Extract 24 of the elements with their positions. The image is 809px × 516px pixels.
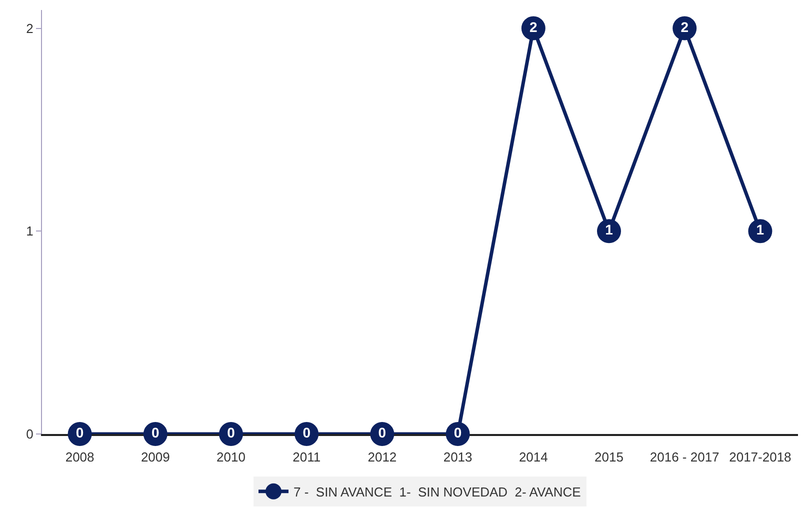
x-tick-label: 2010 (216, 450, 246, 465)
x-tick-label: 2011 (292, 450, 321, 465)
data-label: 0 (76, 424, 84, 440)
legend-label: 7 - SIN AVANCE 1- SIN NOVEDAD 2- AVANCE (294, 484, 582, 500)
data-label: 0 (454, 424, 462, 440)
data-label: 2 (530, 18, 538, 35)
x-tick-label: 2013 (443, 450, 472, 465)
x-tick-label: 2008 (65, 450, 94, 465)
data-label: 2 (680, 18, 689, 35)
data-label: 0 (378, 424, 386, 440)
y-tick-label: 1 (26, 224, 34, 239)
y-tick-label: 2 (26, 20, 34, 36)
data-label: 1 (605, 222, 614, 238)
data-label: 1 (756, 222, 764, 238)
x-tick-label: 2014 (518, 450, 548, 465)
data-label: 0 (152, 424, 160, 440)
data-label: 0 (302, 424, 311, 440)
x-tick-label: 2016 - 2017 (650, 450, 720, 465)
y-tick-label: 0 (26, 426, 34, 442)
x-tick-label: 2015 (594, 450, 624, 465)
x-tick-label: 2017-2018 (729, 450, 792, 465)
x-tick-label: 2012 (368, 450, 397, 465)
x-tick-label: 2009 (140, 450, 170, 465)
data-label: 0 (227, 424, 236, 440)
